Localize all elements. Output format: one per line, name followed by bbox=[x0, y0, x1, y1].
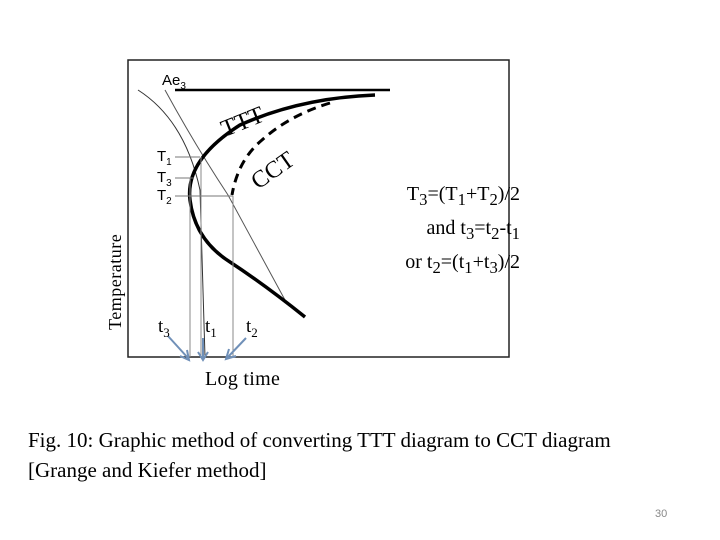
temp-label-t1: T1 bbox=[157, 148, 172, 168]
caption-line-2: [Grange and Kiefer method] bbox=[28, 458, 267, 482]
page-number: 30 bbox=[655, 508, 668, 520]
formula-line-1: T3=(T1+T2)/2 bbox=[406, 183, 520, 209]
arrow-t3-head bbox=[179, 349, 191, 362]
formula-line-3: or t2=(t1+t3)/2 bbox=[405, 251, 520, 277]
arrow-t3 bbox=[167, 335, 189, 359]
x-axis-label: Log time bbox=[205, 368, 281, 390]
cct-curve bbox=[230, 101, 331, 196]
y-axis-label: Temperature bbox=[105, 233, 125, 330]
cooling-curve-fast bbox=[137, 89, 206, 358]
plot-frame bbox=[127, 59, 510, 358]
cooling-curve-slow bbox=[164, 89, 286, 301]
ttt-label: TTT bbox=[218, 102, 269, 143]
time-label-t1: t1 bbox=[205, 316, 217, 340]
time-label-t2: t2 bbox=[246, 316, 258, 340]
temp-label-t3: T3 bbox=[157, 169, 172, 189]
figure-caption: Fig. 10: Graphic method of converting TT… bbox=[28, 425, 718, 485]
temp-label-t2: T2 bbox=[157, 187, 172, 207]
conversion-formula: T3=(T1+T2)/2 and t3=t2-t1 or t2=(t1+t3)/… bbox=[330, 180, 520, 282]
caption-line-1: Fig. 10: Graphic method of converting TT… bbox=[28, 428, 611, 452]
time-label-t3: t3 bbox=[158, 316, 170, 340]
arrow-t2-head bbox=[224, 348, 237, 361]
cct-label: CCT bbox=[247, 147, 300, 195]
ae3-label: Ae3 bbox=[162, 72, 186, 92]
arrow-t1-head bbox=[197, 351, 209, 362]
formula-line-2: and t3=t2-t1 bbox=[426, 217, 520, 243]
arrow-t2 bbox=[226, 337, 247, 359]
